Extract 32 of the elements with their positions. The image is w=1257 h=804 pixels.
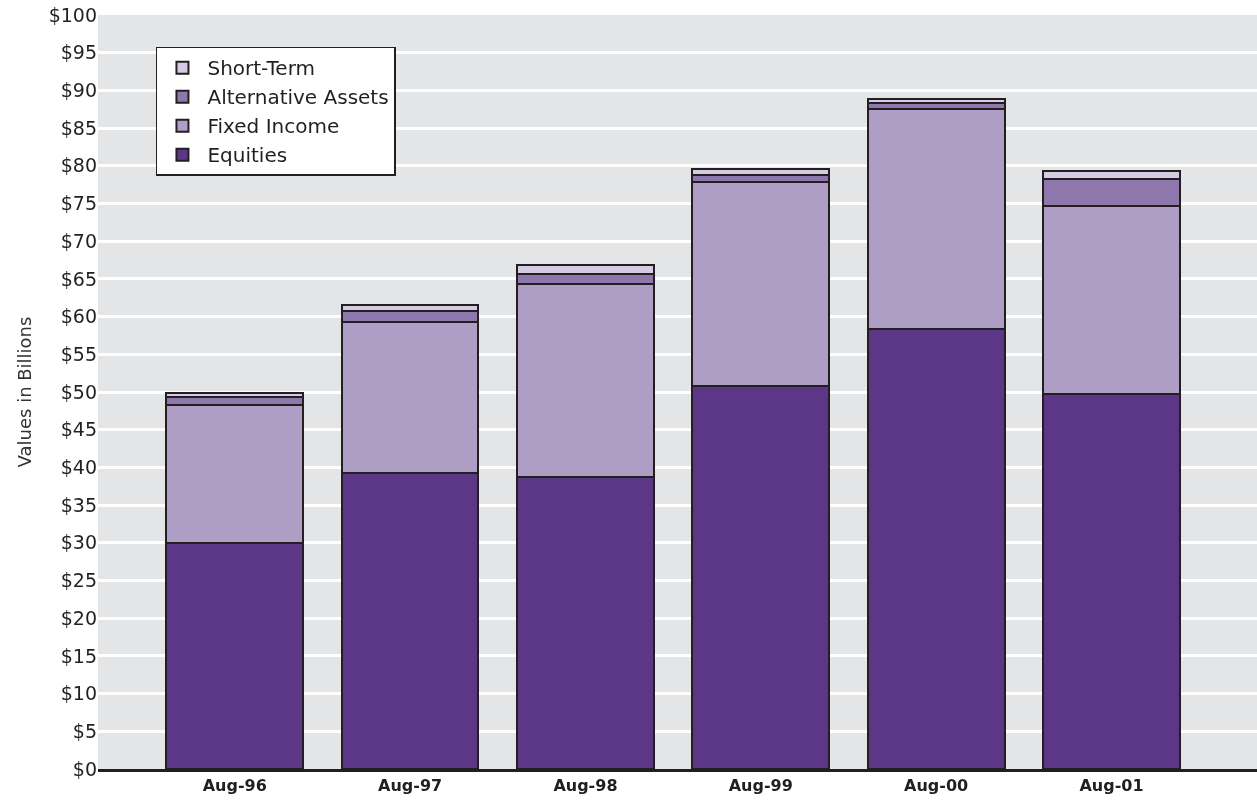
legend-label: Equities — [207, 143, 288, 168]
y-tick-label: $25 — [60, 569, 97, 592]
legend-label: Short-Term — [207, 56, 315, 81]
y-tick-label: $10 — [60, 682, 97, 705]
y-tick-label: $20 — [60, 606, 97, 629]
y-tick-label: $90 — [60, 79, 97, 102]
y-tick-label: $30 — [60, 531, 97, 554]
y-tick-label: $0 — [72, 757, 97, 780]
y-tick-label: $85 — [60, 116, 97, 139]
y-tick-label: $70 — [60, 229, 97, 252]
y-tick-label: $5 — [72, 719, 97, 742]
x-tick-label: Aug-01 — [1079, 776, 1144, 796]
y-tick-label: $40 — [60, 456, 97, 479]
x-tick-label: Aug-99 — [728, 776, 793, 796]
y-tick-label: $35 — [60, 493, 97, 516]
y-tick-label: $75 — [60, 192, 97, 215]
x-tick-label: Aug-97 — [378, 776, 443, 796]
x-tick-label: Aug-98 — [553, 776, 618, 796]
y-tick-label: $65 — [60, 267, 97, 290]
legend-label: Alternative Assets — [207, 85, 389, 110]
y-axis-title: Values in Billions — [13, 316, 35, 468]
y-tick-label: $95 — [60, 41, 97, 64]
x-tick-label: Aug-00 — [904, 776, 969, 796]
y-tick-label: $80 — [60, 154, 97, 177]
y-tick-label: $60 — [60, 305, 97, 328]
y-tick-label: $45 — [60, 418, 97, 441]
x-tick-label: Aug-96 — [202, 776, 267, 796]
legend-label: Fixed Income — [207, 114, 340, 139]
y-tick-label: $50 — [60, 380, 97, 403]
y-tick-label: $100 — [48, 3, 97, 26]
y-tick-label: $15 — [60, 644, 97, 667]
y-tick-label: $55 — [60, 342, 97, 365]
